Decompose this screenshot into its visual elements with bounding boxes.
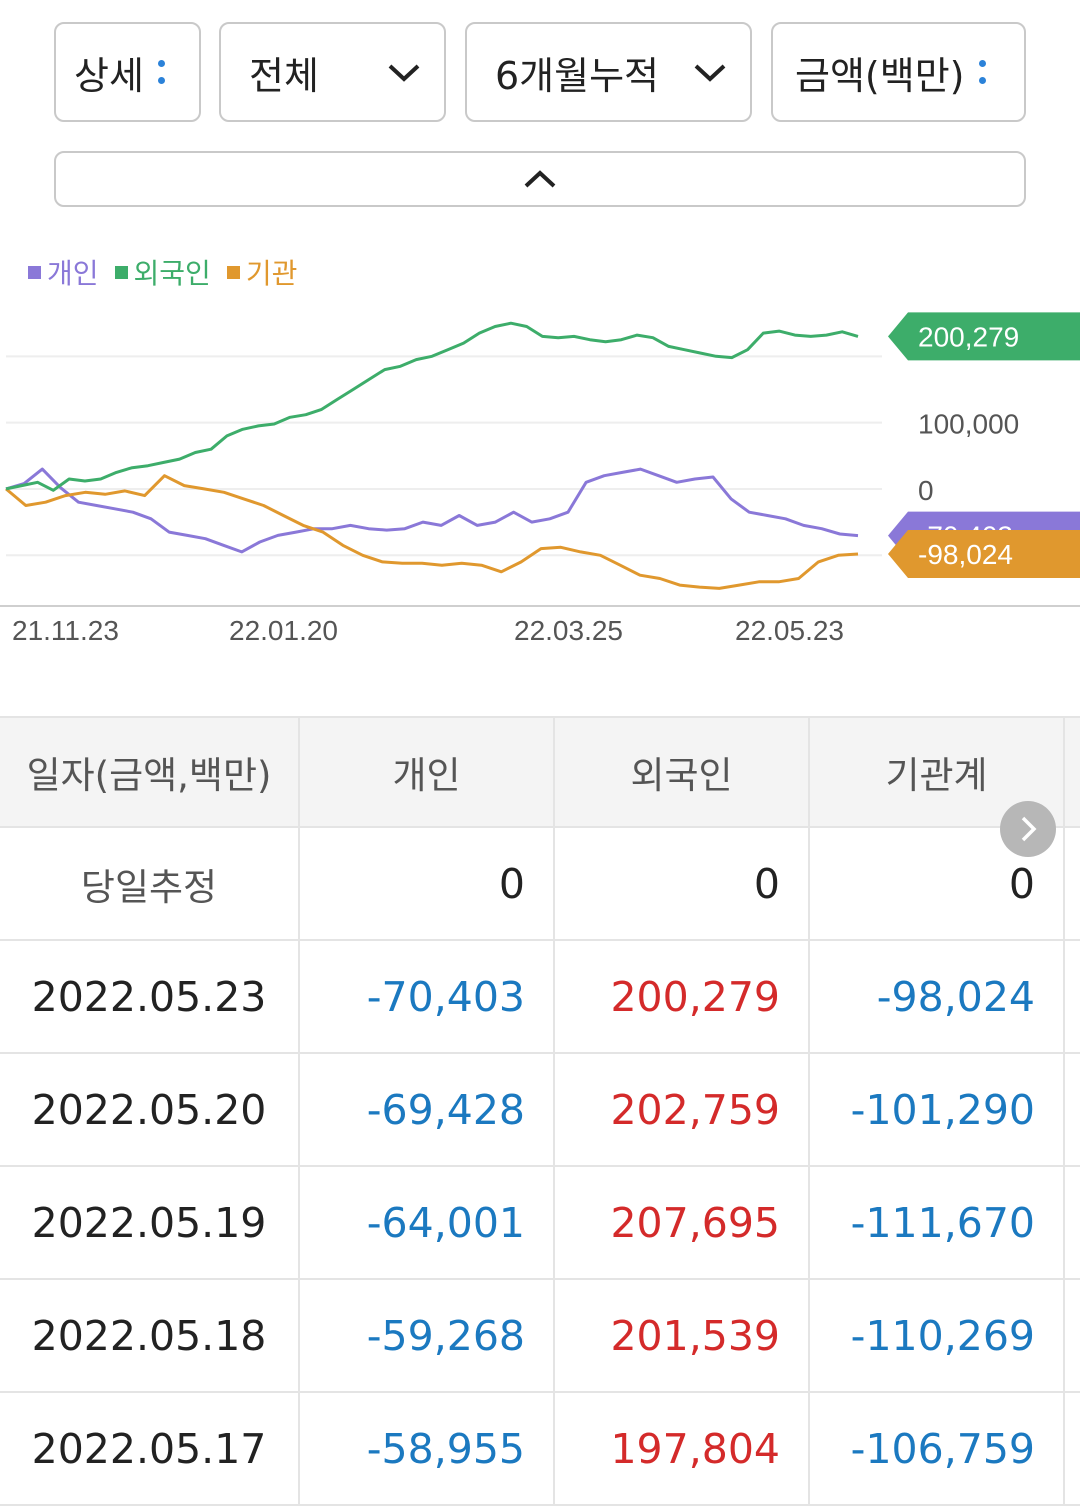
row-institution: -98,024 xyxy=(810,941,1065,1052)
scroll-right-button[interactable] xyxy=(1000,801,1056,857)
today-label: 당일추정 xyxy=(0,828,300,939)
row-overflow xyxy=(1065,1280,1080,1391)
table-header: 일자(금액,백만) 개인 외국인 기관계 xyxy=(0,716,1080,828)
legend-item-institution: 기관 xyxy=(226,252,298,292)
y-tick-label: 0 xyxy=(918,475,934,506)
more-dots-icon xyxy=(157,60,165,84)
institution-last-tag xyxy=(888,529,1080,578)
today-institution: 0 xyxy=(810,828,1065,939)
row-date: 2022.05.23 xyxy=(0,941,300,1052)
header-foreign: 외국인 xyxy=(555,718,810,826)
chevron-right-icon xyxy=(1021,816,1037,842)
chevron-down-icon xyxy=(690,52,730,92)
today-individual: 0 xyxy=(300,828,555,939)
header-individual: 개인 xyxy=(300,718,555,826)
more-dots-icon xyxy=(978,60,986,84)
row-date: 2022.05.17 xyxy=(0,1393,300,1504)
x-tick-label: 22.05.23 xyxy=(735,615,844,646)
legend-label: 개인 xyxy=(47,257,99,290)
unit-button[interactable]: 금액(백만) xyxy=(771,22,1026,122)
chart-legend: 개인 외국인 기관 xyxy=(28,252,297,292)
row-date: 2022.05.18 xyxy=(0,1280,300,1391)
table-row: 2022.05.17 -58,955 197,804 -106,759 xyxy=(0,1393,1080,1506)
legend-swatch xyxy=(114,265,128,279)
header-overflow xyxy=(1065,718,1080,826)
legend-swatch xyxy=(226,265,240,279)
y-tick-label: 100,000 xyxy=(918,409,1019,440)
foreign-last-tag-label: 200,279 xyxy=(918,321,1019,352)
row-institution: -111,670 xyxy=(810,1167,1065,1278)
today-foreign: 0 xyxy=(555,828,810,939)
legend-label: 기관 xyxy=(245,257,298,290)
row-overflow xyxy=(1065,828,1080,939)
row-overflow xyxy=(1065,1167,1080,1278)
table-row: 2022.05.20 -69,428 202,759 -101,290 xyxy=(0,1054,1080,1167)
unit-label: 금액(백만) xyxy=(795,53,965,98)
filter-bar: 상세 전체 6개월누적 금액(백만) xyxy=(0,22,1080,122)
investor-trend-chart: 100,000 0 21.11.23 22.01.20 22.03.25 22.05.23… xyxy=(0,312,1080,646)
header-date: 일자(금액,백만) xyxy=(0,718,300,826)
row-overflow xyxy=(1065,941,1080,1052)
table-row: 2022.05.18 -59,268 201,539 -110,269 xyxy=(0,1280,1080,1393)
scope-label: 전체 xyxy=(249,53,319,98)
row-individual: -64,001 xyxy=(300,1167,555,1278)
row-date: 2022.05.19 xyxy=(0,1167,300,1278)
row-overflow xyxy=(1065,1054,1080,1165)
row-institution: -101,290 xyxy=(810,1054,1065,1165)
table-row: 2022.05.23 -70,403 200,279 -98,024 xyxy=(0,941,1080,1054)
detail-button[interactable]: 상세 xyxy=(54,22,201,122)
row-foreign: 197,804 xyxy=(555,1393,810,1504)
institution-last-tag-label: -98,024 xyxy=(918,539,1013,570)
period-select[interactable]: 6개월누적 xyxy=(465,22,752,122)
series-line-0 xyxy=(5,321,859,492)
row-foreign: 200,279 xyxy=(555,941,810,1052)
row-foreign: 202,759 xyxy=(555,1054,810,1165)
legend-label: 외국인 xyxy=(133,257,211,290)
row-foreign: 207,695 xyxy=(555,1167,810,1278)
chevron-down-icon xyxy=(384,52,424,92)
row-individual: -70,403 xyxy=(300,941,555,1052)
row-date: 2022.05.20 xyxy=(0,1054,300,1165)
series-line-2 xyxy=(5,474,859,590)
row-foreign: 201,539 xyxy=(555,1280,810,1391)
row-individual: -59,268 xyxy=(300,1280,555,1391)
header-institution: 기관계 xyxy=(810,718,1065,826)
legend-item-individual: 개인 xyxy=(28,252,99,292)
table-row-today: 당일추정 0 0 0 xyxy=(0,828,1080,941)
row-institution: -106,759 xyxy=(810,1393,1065,1504)
investor-table: 일자(금액,백만) 개인 외국인 기관계 당일추정 0 0 0 2022.05.… xyxy=(0,716,1080,1506)
x-tick-label: 21.11.23 xyxy=(12,615,119,646)
row-individual: -69,428 xyxy=(300,1054,555,1165)
x-tick-label: 22.03.25 xyxy=(514,615,623,646)
period-label: 6개월누적 xyxy=(495,53,660,98)
row-individual: -58,955 xyxy=(300,1393,555,1504)
table-row: 2022.05.19 -64,001 207,695 -111,670 xyxy=(0,1167,1080,1280)
x-tick-label: 22.01.20 xyxy=(229,615,338,646)
collapse-toggle[interactable] xyxy=(54,151,1026,207)
series-line-1 xyxy=(5,467,859,554)
row-overflow xyxy=(1065,1393,1080,1504)
legend-swatch xyxy=(28,265,41,279)
row-institution: -110,269 xyxy=(810,1280,1065,1391)
scope-select[interactable]: 전체 xyxy=(219,22,446,122)
detail-label: 상세 xyxy=(74,53,144,98)
legend-item-foreign: 외국인 xyxy=(114,252,211,292)
foreign-last-tag xyxy=(888,312,1080,361)
chevron-up-icon xyxy=(524,170,556,188)
